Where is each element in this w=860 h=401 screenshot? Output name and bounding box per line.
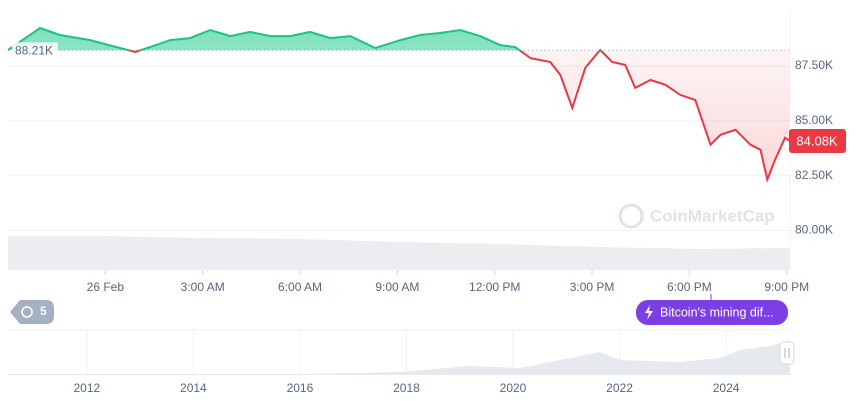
x-tick-label: 3:00 PM (570, 280, 615, 294)
event-label: Bitcoin's mining dif... (660, 305, 774, 319)
y-tick-label: 85.00K (795, 113, 833, 127)
navigator-tick-label: 2020 (500, 381, 527, 395)
event-pill[interactable]: Bitcoin's mining dif... (636, 300, 788, 325)
area-below (129, 50, 790, 180)
navigator-handle[interactable] (779, 341, 795, 365)
y-tick-label: 87.50K (795, 58, 833, 72)
baseline-label: 88.21K (15, 44, 53, 58)
navigator-area (8, 340, 790, 375)
current-price-tag (789, 128, 846, 153)
navigator-tick-label: 2012 (73, 381, 100, 395)
y-tick-label: 80.00K (795, 223, 833, 237)
navigator-tick-label: 2016 (287, 381, 314, 395)
x-tick-label: 9:00 PM (764, 280, 809, 294)
navigator-tick-label: 2018 (393, 381, 420, 395)
y-tick-label: 82.50K (795, 168, 833, 182)
current-price-label: 84.08K (796, 133, 838, 148)
x-tick-label: 9:00 AM (375, 280, 419, 294)
x-tick-label: 3:00 AM (181, 280, 225, 294)
x-tick-label: 6:00 PM (667, 280, 712, 294)
price-line-below (8, 50, 791, 183)
navigator-tick-label: 2022 (606, 381, 633, 395)
navigator-tick-label: 2024 (713, 381, 740, 395)
annotation-badge[interactable]: 5 (10, 300, 54, 324)
x-tick-label: 6:00 AM (278, 280, 322, 294)
x-tick-label: 26 Feb (87, 280, 125, 294)
volume-area (8, 236, 790, 270)
annotation-count: 5 (40, 304, 47, 318)
price-line-above (7, 26, 603, 51)
watermark-text: CoinMarketCap (650, 206, 775, 225)
baseline-label-bg (12, 42, 58, 59)
watermark: CoinMarketCap (618, 203, 775, 229)
x-tick-label: 12:00 PM (469, 280, 520, 294)
navigator-tick-label: 2014 (180, 381, 207, 395)
